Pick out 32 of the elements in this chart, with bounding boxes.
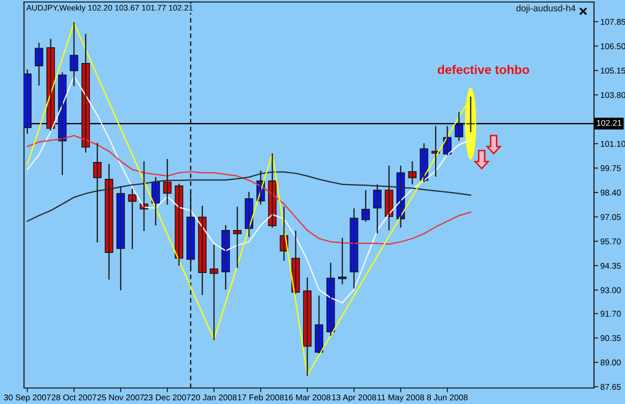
y-tick-label: 90.35 <box>600 335 621 342</box>
line-series <box>26 171 472 222</box>
y-tick-label: 101.10 <box>600 140 625 147</box>
y-tick-label: 99.75 <box>600 165 621 172</box>
y-tick-label: 87.65 <box>600 384 621 390</box>
chart-title: AUDJPY,Weekly 102.20 103.67 101.77 102.21 <box>26 4 193 12</box>
y-tick-label: 103.80 <box>600 92 625 98</box>
y-tick-label: 97.05 <box>600 214 621 220</box>
x-tick-label: 16 Mar 2008 <box>284 394 330 400</box>
x-tick-label: 30 Sep 2007 <box>4 394 51 402</box>
annotation: doji-audusd-h4 <box>516 4 576 14</box>
x-tick-label: 20 Jan 2008 <box>191 394 237 400</box>
x-tick-label: 25 Nov 2007 <box>97 394 144 400</box>
x-tick-label: 11 May 2008 <box>378 394 424 402</box>
y-tick-label: 93.00 <box>600 287 621 294</box>
annotation: defective tohbo <box>438 64 530 74</box>
x-tick-label: 13 Apr 2008 <box>332 394 376 402</box>
y-tick-label: 98.40 <box>600 190 621 196</box>
y-tick-label: 94.35 <box>600 262 621 269</box>
line-series <box>26 76 472 304</box>
y-tick-label: 95.70 <box>600 238 621 244</box>
y-tick-label: 106.50 <box>600 43 625 50</box>
y-tick-label: 89.00 <box>600 360 621 366</box>
x-tick-label: 8 Jun 2008 <box>427 394 468 400</box>
x-tick-label: 17 Feb 2008 <box>238 394 284 400</box>
x-tick-label: 28 Oct 2007 <box>52 394 96 400</box>
y-tick-label: 105.15 <box>600 68 625 74</box>
x-tick-label: 23 Dec 2007 <box>144 394 191 400</box>
y-tick-label: 107.85 <box>600 18 625 25</box>
ref-line-label: 102.21 <box>596 120 622 126</box>
y-tick-label: 91.70 <box>600 310 621 317</box>
line-series <box>26 134 472 245</box>
